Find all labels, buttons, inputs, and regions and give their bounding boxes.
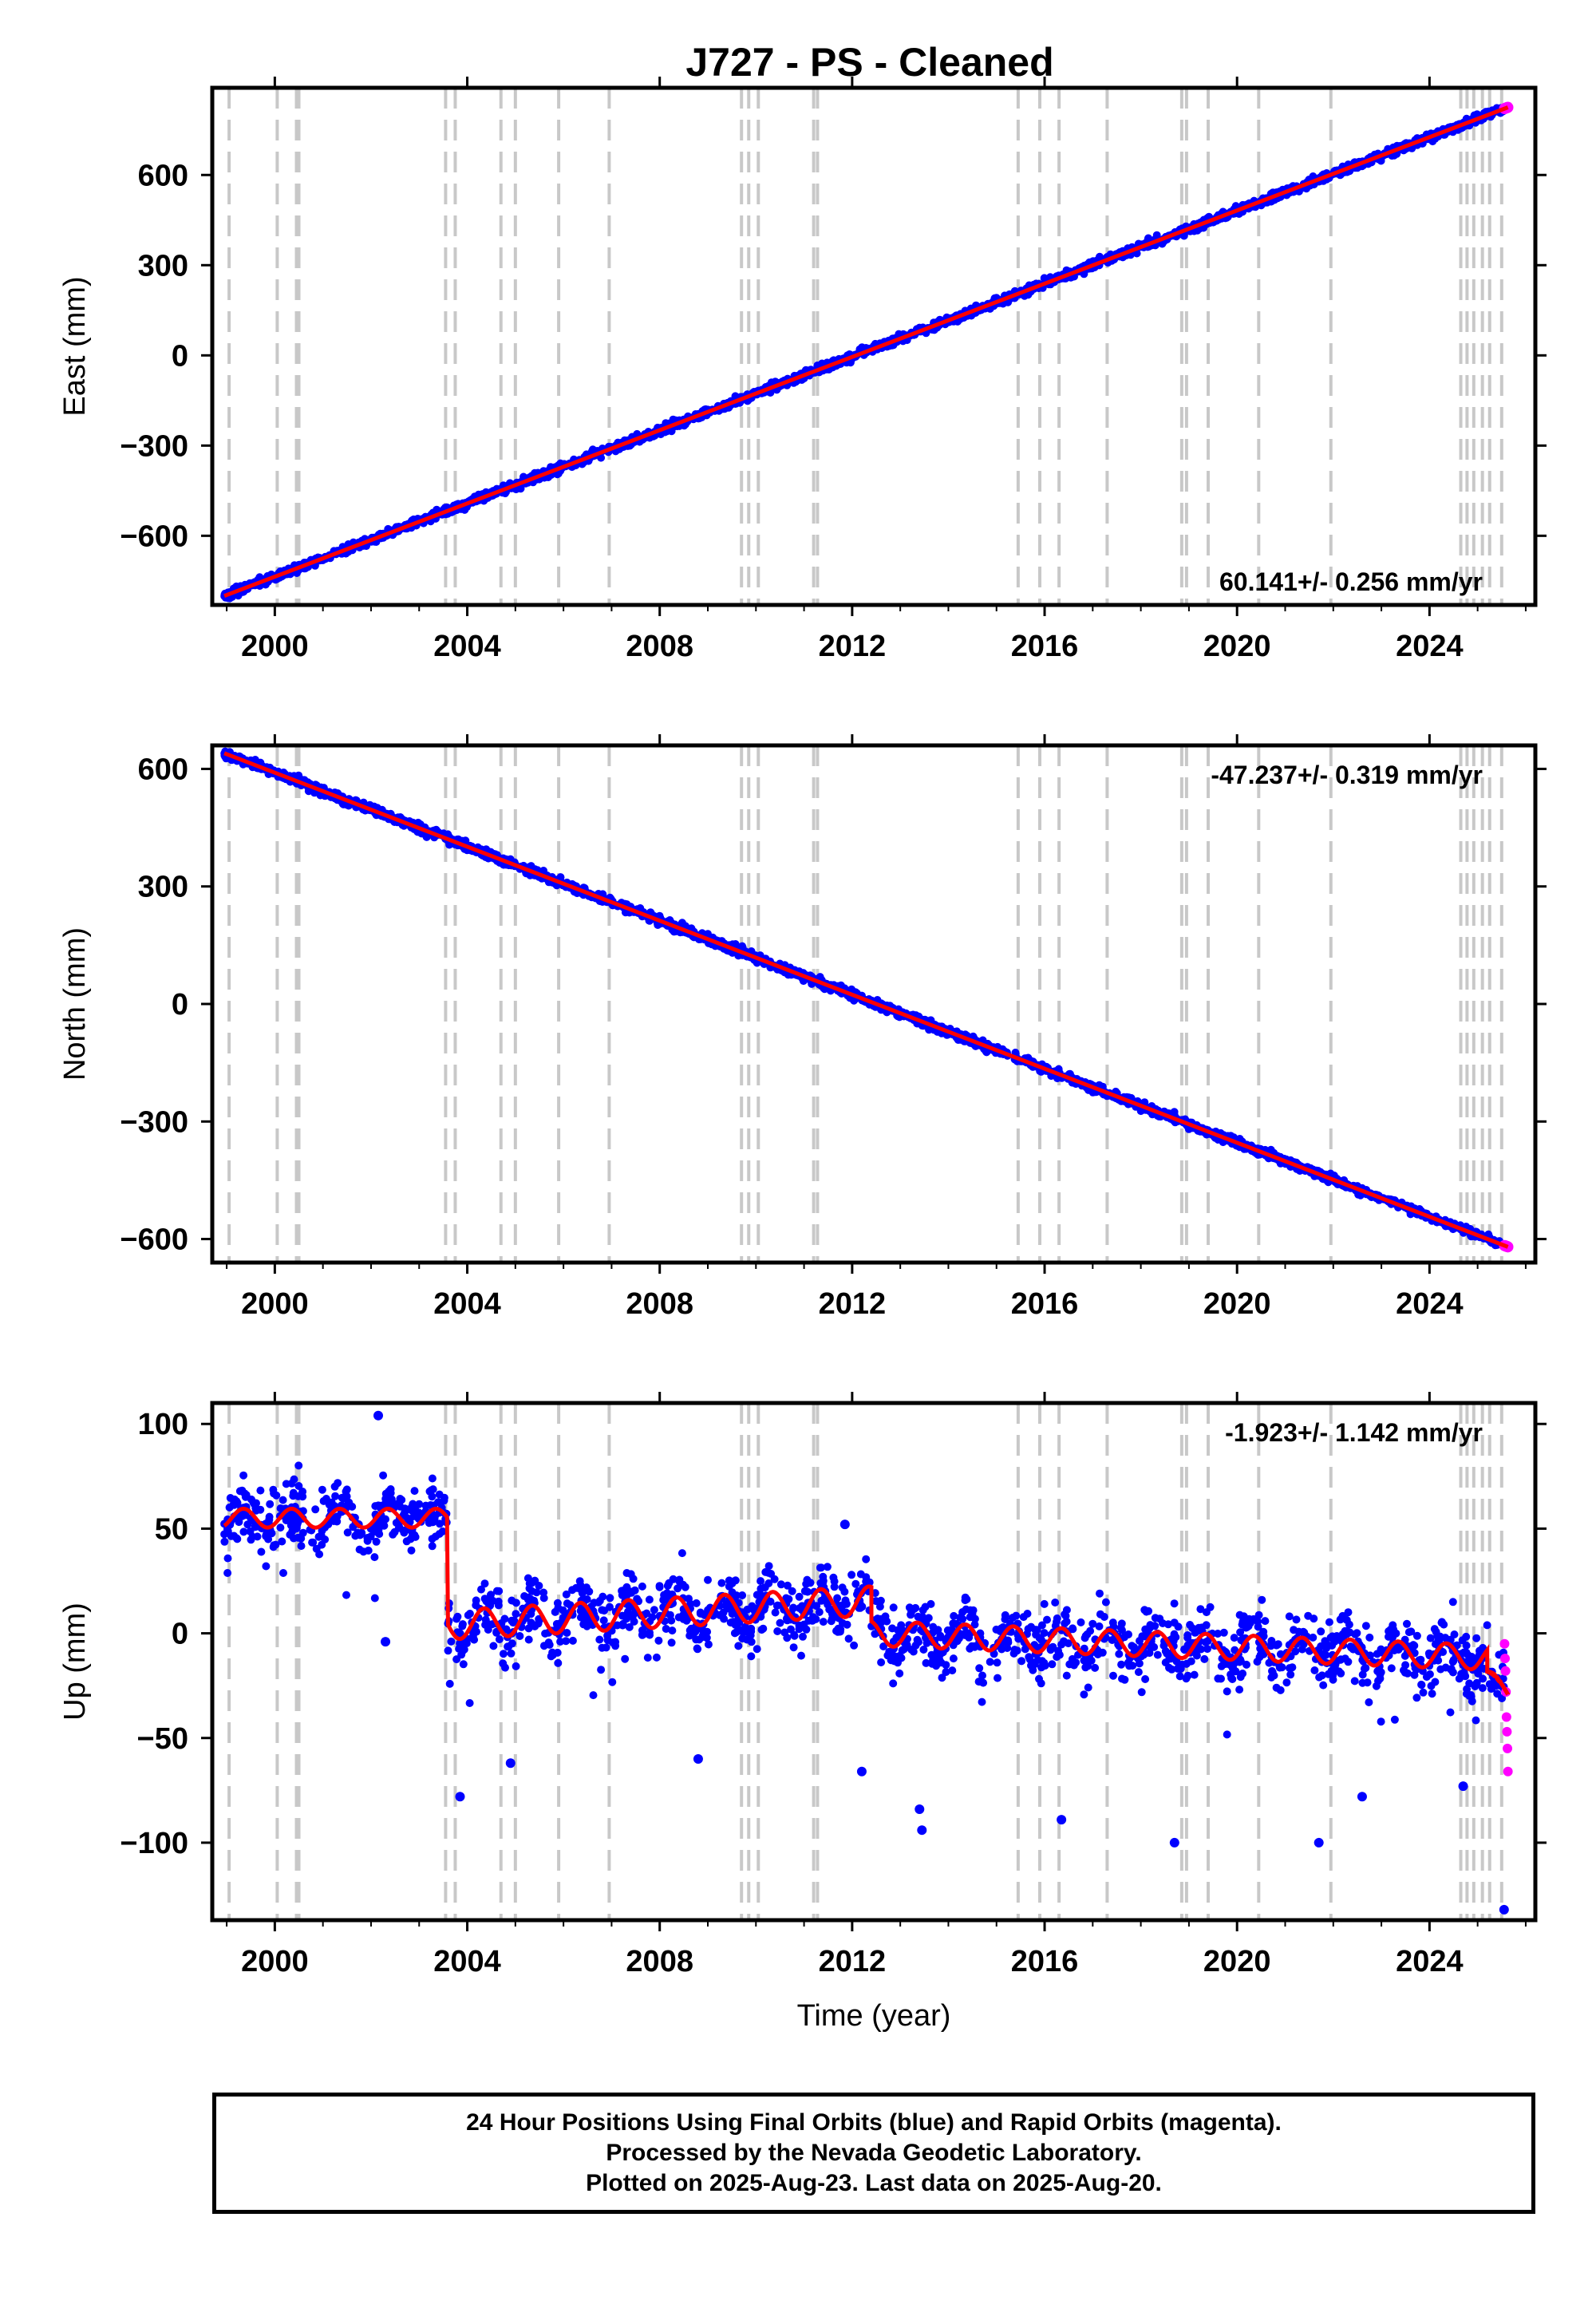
x-tick-label: 2000 <box>241 1945 309 1978</box>
plot-frame <box>210 85 1538 607</box>
panel-1: 2000 2004 2008 2012 2016 2020 2024 −600 −300 0 300… <box>58 77 1547 663</box>
y-tick-label: 50 <box>155 1512 188 1546</box>
model-fit-line <box>223 751 1509 1249</box>
y-axis-label: North (mm) <box>58 927 92 1081</box>
plot-area <box>220 88 1514 605</box>
y-axis-label: East (mm) <box>58 276 92 416</box>
x-tick-label: 2024 <box>1396 630 1464 663</box>
y-tick-label: 300 <box>138 249 188 283</box>
outlier-point <box>839 1520 850 1530</box>
x-axis-label: Time (year) <box>797 1999 951 2033</box>
outlier-point <box>505 1758 516 1769</box>
outlier-point <box>1169 1837 1179 1848</box>
plot-area <box>220 1403 1513 1920</box>
caption-line-1: 24 Hour Positions Using Final Orbits (bl… <box>466 2109 1282 2136</box>
x-tick-label: 2020 <box>1203 630 1271 663</box>
y-tick-label: −50 <box>137 1722 188 1756</box>
y-tick-label: 0 <box>172 339 188 373</box>
x-tick-label: 2008 <box>626 630 693 663</box>
y-tick-label: −300 <box>120 1105 188 1139</box>
rate-label: -1.923+/- 1.142 mm/yr <box>1225 1418 1483 1447</box>
outlier-point <box>455 1792 465 1802</box>
rate-label: 60.141+/- 0.256 mm/yr <box>1219 567 1483 596</box>
rapid-orbit-point <box>1503 1766 1513 1777</box>
y-tick-label: 0 <box>172 988 188 1022</box>
outlier-point <box>856 1766 867 1777</box>
caption-line-2: Processed by the Nevada Geodetic Laborat… <box>606 2140 1142 2166</box>
x-tick-label: 2004 <box>433 1945 501 1978</box>
x-tick-label: 2000 <box>241 1287 309 1321</box>
rapid-orbit-point <box>1503 1743 1513 1753</box>
outlier-point <box>915 1804 925 1814</box>
outlier-point <box>373 1410 384 1421</box>
y-tick-label: −600 <box>120 520 188 553</box>
rapid-orbit-point <box>1502 1726 1512 1737</box>
y-tick-label: −300 <box>120 429 188 463</box>
caption-line-3: Plotted on 2025-Aug-23. Last data on 202… <box>586 2170 1162 2196</box>
figure-title: J727 - PS - Cleaned <box>685 40 1053 85</box>
outlier-point <box>381 1637 391 1647</box>
outlier-point <box>1057 1815 1067 1825</box>
rate-label: -47.237+/- 0.319 mm/yr <box>1211 761 1483 789</box>
y-axis-label: Up (mm) <box>58 1603 92 1721</box>
rapid-orbit-point <box>1499 1638 1510 1649</box>
caption-box: 24 Hour Positions Using Final Orbits (bl… <box>212 2093 1535 2214</box>
y-tick-label: 100 <box>138 1408 188 1441</box>
y-tick-label: −600 <box>120 1223 188 1257</box>
outlier-point <box>917 1825 927 1836</box>
x-tick-label: 2016 <box>1011 630 1079 663</box>
x-tick-label: 2008 <box>626 1287 693 1321</box>
outlier-point <box>693 1753 703 1764</box>
x-tick-label: 2020 <box>1203 1945 1271 1978</box>
outlier-point <box>1314 1837 1324 1848</box>
outlier-point <box>1458 1781 1468 1792</box>
rapid-orbit-point <box>1501 1712 1511 1722</box>
x-tick-label: 2012 <box>819 1945 887 1978</box>
rapid-orbit-point <box>1500 1666 1511 1676</box>
panel-3: 2000 2004 2008 2012 2016 2020 2024 −100 −50 0 50 10… <box>58 1392 1547 2033</box>
x-tick-label: 2004 <box>433 1287 501 1321</box>
x-tick-label: 2012 <box>819 630 887 663</box>
y-tick-label: −100 <box>120 1827 188 1860</box>
panel-2: 2000 2004 2008 2012 2016 2020 2024 −600 −300 0 300… <box>58 734 1547 1321</box>
x-tick-label: 2020 <box>1203 1287 1271 1321</box>
outlier-point <box>1499 1904 1509 1915</box>
plot-area <box>220 745 1514 1263</box>
x-tick-label: 2000 <box>241 630 309 663</box>
y-tick-label: 600 <box>138 753 188 786</box>
x-tick-label: 2004 <box>433 630 501 663</box>
y-tick-label: 0 <box>172 1618 188 1651</box>
model-fit-line <box>223 1507 1511 1696</box>
x-tick-label: 2024 <box>1396 1287 1464 1321</box>
y-tick-label: 300 <box>138 871 188 904</box>
final-orbit-points <box>220 1461 1508 1739</box>
x-tick-label: 2012 <box>819 1287 887 1321</box>
outlier-point <box>1357 1792 1367 1802</box>
plot-frame <box>210 1401 1538 1923</box>
x-tick-label: 2008 <box>626 1945 693 1978</box>
x-tick-label: 2016 <box>1011 1945 1079 1978</box>
x-tick-label: 2016 <box>1011 1287 1079 1321</box>
rapid-orbit-point <box>1500 1654 1511 1664</box>
x-tick-label: 2024 <box>1396 1945 1464 1978</box>
model-fit-line <box>223 105 1509 599</box>
y-tick-label: 600 <box>138 159 188 192</box>
